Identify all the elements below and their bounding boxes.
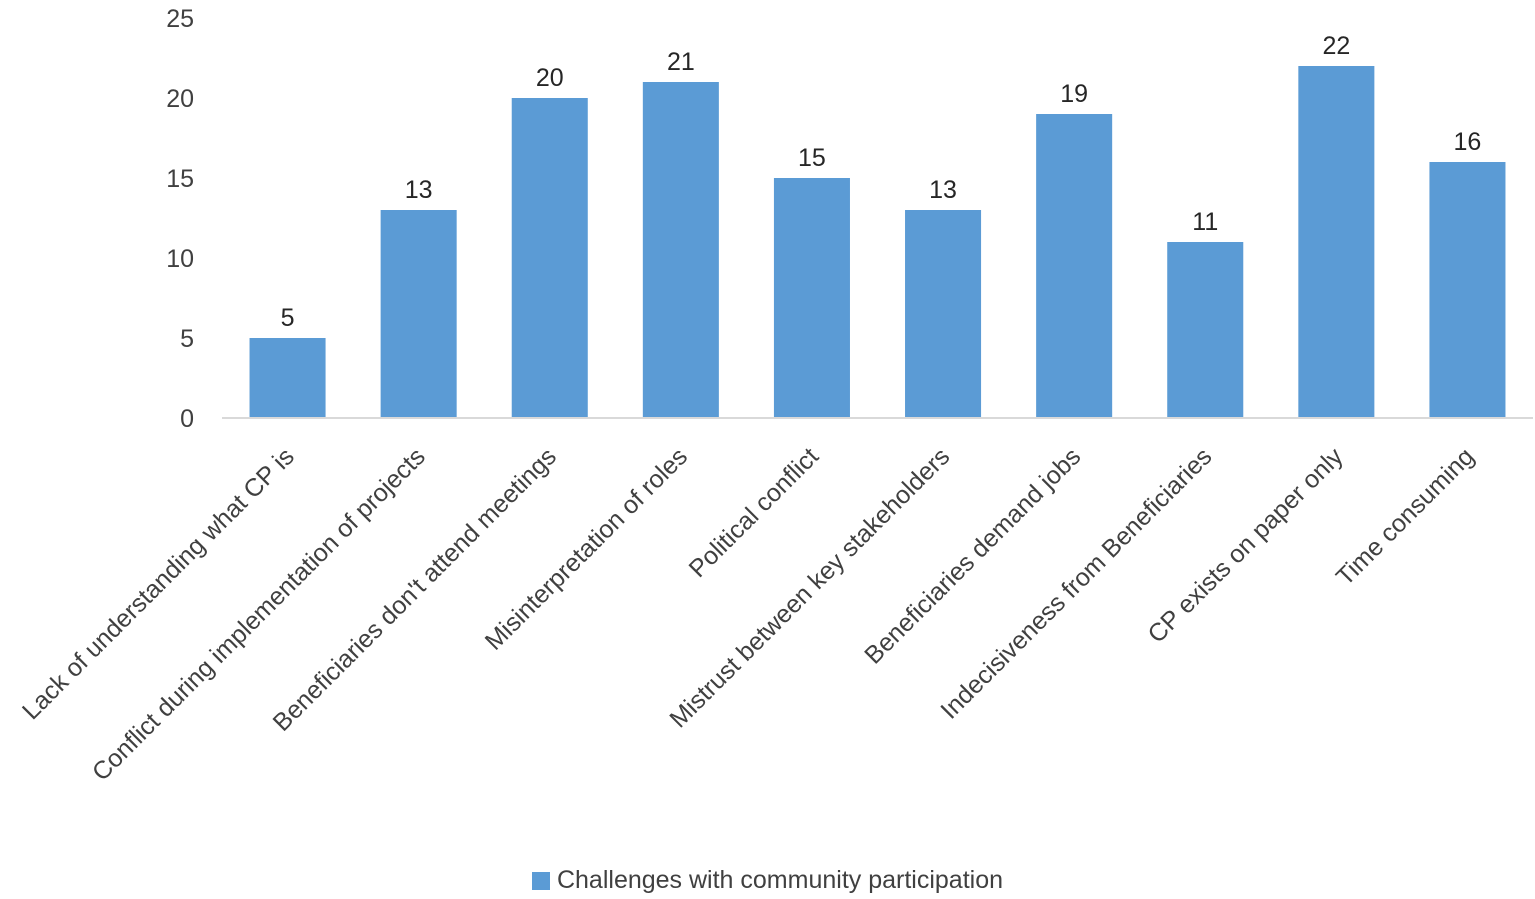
y-tick-label: 25 [166, 5, 194, 33]
legend-label: Challenges with community participation [556, 866, 1004, 894]
bar [642, 82, 719, 418]
bar [380, 210, 457, 418]
y-tick-label: 10 [166, 245, 194, 273]
bar [905, 210, 982, 418]
y-tick-label: 0 [180, 405, 194, 433]
bar [511, 98, 588, 418]
x-tick-label: Indecisiveness from Beneficiaries [935, 442, 1217, 724]
bar [1036, 114, 1113, 418]
data-label: 22 [1322, 32, 1350, 60]
bar [1167, 242, 1244, 418]
y-tick-label: 20 [166, 85, 194, 113]
legend: Challenges with community participation [0, 866, 1535, 895]
bar [773, 178, 850, 418]
bars [249, 66, 1506, 418]
x-tick-label: Lack of understanding what CP is [17, 442, 300, 725]
data-label: 11 [1192, 208, 1218, 236]
legend-swatch [531, 871, 550, 890]
data-label: 5 [281, 304, 295, 332]
bar [1298, 66, 1375, 418]
y-tick-label: 15 [166, 165, 194, 193]
data-label: 21 [667, 48, 695, 76]
bar [1429, 162, 1506, 418]
data-label: 13 [405, 176, 433, 204]
legend-item: Challenges with community participation [531, 866, 1004, 895]
y-axis: 0 5 10 15 20 25 [166, 5, 194, 433]
data-labels: 5 13 20 21 15 13 19 11 22 16 [281, 32, 1482, 332]
data-label: 15 [798, 144, 826, 172]
y-tick-label: 5 [180, 325, 194, 353]
x-tick-label: Beneficiaries don't attend meetings [268, 442, 562, 736]
x-axis-category-labels: Lack of understanding what CP isConflict… [17, 442, 1480, 786]
x-tick-label: Time consuming [1331, 442, 1480, 591]
data-label: 16 [1454, 128, 1482, 156]
x-tick-label: Beneficiaries demand jobs [859, 442, 1086, 669]
x-tick-label: Political conflict [684, 442, 825, 583]
data-label: 20 [536, 64, 564, 92]
bar [249, 338, 326, 418]
data-label: 13 [929, 176, 957, 204]
data-label: 19 [1060, 80, 1088, 108]
x-tick-label: Mistrust between key stakeholders [664, 442, 955, 733]
